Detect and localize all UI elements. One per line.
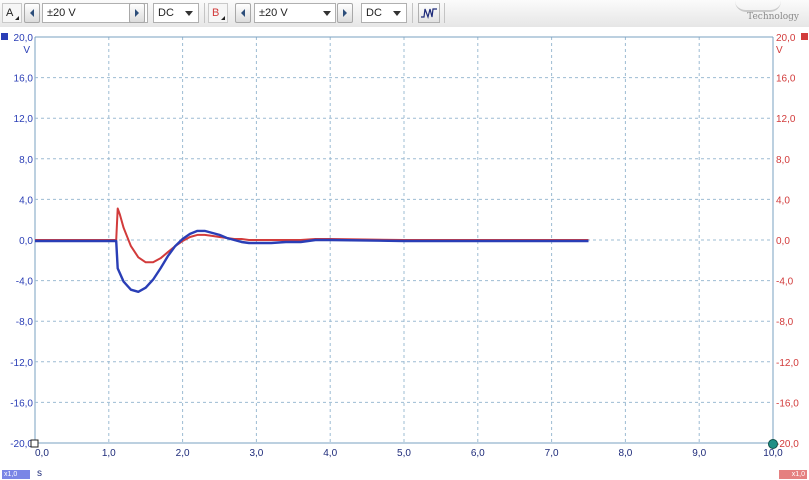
channel-b-label: B xyxy=(212,7,220,19)
toolbar-divider xyxy=(412,3,413,23)
y-tick-label-left: 12,0 xyxy=(14,114,34,125)
channel-a-range-increase-button[interactable] xyxy=(129,3,145,23)
scope-graph[interactable]: 0,0 1,0 2,0 3,0 4,0 5,0 6,0 7,0 8,0 9,0 10,0 20,0 20… xyxy=(0,27,809,480)
y-tick-label-right: -20,0 xyxy=(776,439,799,450)
y-tick-label-left: -4,0 xyxy=(16,277,34,288)
y-tick-label-left: -20,0 xyxy=(10,439,33,450)
x-tick-label: 10,0 xyxy=(763,448,783,459)
x-tick-label: 3,0 xyxy=(249,448,263,459)
channel-a-scale-badge[interactable]: x1,0 xyxy=(2,470,30,479)
x-axis-unit: s xyxy=(37,468,42,479)
scope-toolbar: A ±20 V DC B ±20 V DC Techn xyxy=(0,0,809,28)
x-tick-label: 6,0 xyxy=(471,448,485,459)
brand-text: Technology xyxy=(747,12,799,22)
channel-b-options-icon xyxy=(221,16,225,20)
channel-b-coupling-value: DC xyxy=(366,7,382,19)
x-tick-label: 9,0 xyxy=(692,448,706,459)
y-tick-label-left: 0,0 xyxy=(19,236,33,247)
axis-markers[interactable] xyxy=(1,33,808,449)
y-tick-label-left: 8,0 xyxy=(19,155,33,166)
brand-logo xyxy=(735,1,781,12)
ruler-handle-left[interactable] xyxy=(30,439,39,448)
y-tick-label-left: 4,0 xyxy=(19,195,33,206)
channel-a-options-icon xyxy=(15,16,19,20)
axis-ticks: 0,0 1,0 2,0 3,0 4,0 5,0 6,0 7,0 8,0 9,0 10,0 20,0 20… xyxy=(10,33,799,459)
arrow-left-icon xyxy=(30,9,34,17)
channel-a-range-select[interactable]: ±20 V xyxy=(42,3,148,23)
arrow-left-icon xyxy=(241,9,245,17)
x-tick-label: 5,0 xyxy=(397,448,411,459)
arrow-right-icon xyxy=(135,9,139,17)
channel-a-tag[interactable]: A xyxy=(2,3,22,23)
x-tick-label: 2,0 xyxy=(176,448,190,459)
x-tick-label: 1,0 xyxy=(102,448,116,459)
arrow-right-icon xyxy=(343,9,347,17)
y-tick-label-right: 16,0 xyxy=(776,74,796,85)
x-tick-label: 7,0 xyxy=(545,448,559,459)
oscilloscope-plot[interactable]: 0,0 1,0 2,0 3,0 4,0 5,0 6,0 7,0 8,0 9,0 10,0 20,0 20… xyxy=(0,27,809,480)
channel-b-range-decrease-button[interactable] xyxy=(235,3,251,23)
channel-b-range-value: ±20 V xyxy=(259,7,288,19)
trigger-button[interactable] xyxy=(418,3,440,23)
x-tick-label: 4,0 xyxy=(323,448,337,459)
y-axis-unit-right: V xyxy=(776,45,783,56)
chevron-down-icon xyxy=(323,11,331,16)
traces xyxy=(35,207,589,293)
channel-b-scale-badge[interactable]: x1,0 xyxy=(779,470,807,479)
y-tick-label-left: 16,0 xyxy=(14,74,34,85)
channel-a-label: A xyxy=(6,7,14,19)
y-tick-label-right: 0,0 xyxy=(776,236,790,247)
y-tick-label-right: 20,0 xyxy=(776,33,796,44)
channel-b-axis-marker[interactable] xyxy=(801,33,808,40)
toolbar-divider xyxy=(444,3,445,23)
trace-channel-a xyxy=(35,229,589,293)
y-tick-label-left: -12,0 xyxy=(10,358,33,369)
channel-a-range-value: ±20 V xyxy=(47,7,76,19)
channel-a-coupling-value: DC xyxy=(158,7,174,19)
chevron-down-icon xyxy=(393,11,401,16)
x-tick-label: 0,0 xyxy=(35,448,49,459)
channel-b-range-select[interactable]: ±20 V xyxy=(254,3,336,23)
y-tick-label-left: 20,0 xyxy=(14,33,34,44)
chevron-down-icon xyxy=(185,11,193,16)
ruler-handle-right[interactable] xyxy=(768,439,778,449)
y-tick-label-right: 8,0 xyxy=(776,155,790,166)
y-tick-label-left: -16,0 xyxy=(10,398,33,409)
y-tick-label-right: -12,0 xyxy=(776,358,799,369)
channel-a-axis-marker[interactable] xyxy=(1,33,8,40)
channel-b-tag[interactable]: B xyxy=(208,3,228,23)
channel-b-coupling-select[interactable]: DC xyxy=(361,3,407,23)
y-tick-label-right: 4,0 xyxy=(776,195,790,206)
x-tick-label: 8,0 xyxy=(618,448,632,459)
toolbar-divider xyxy=(204,3,205,23)
y-tick-label-right: -4,0 xyxy=(776,277,794,288)
channel-b-range-increase-button[interactable] xyxy=(337,3,353,23)
channel-a-coupling-select[interactable]: DC xyxy=(153,3,199,23)
y-tick-label-right: -16,0 xyxy=(776,398,799,409)
y-tick-label-left: -8,0 xyxy=(16,317,34,328)
y-tick-label-right: -8,0 xyxy=(776,317,794,328)
channel-a-range-decrease-button[interactable] xyxy=(24,3,40,23)
grid xyxy=(34,36,774,444)
trigger-waveform-icon xyxy=(421,8,437,20)
y-tick-label-right: 12,0 xyxy=(776,114,796,125)
y-axis-unit-left: V xyxy=(23,45,30,56)
